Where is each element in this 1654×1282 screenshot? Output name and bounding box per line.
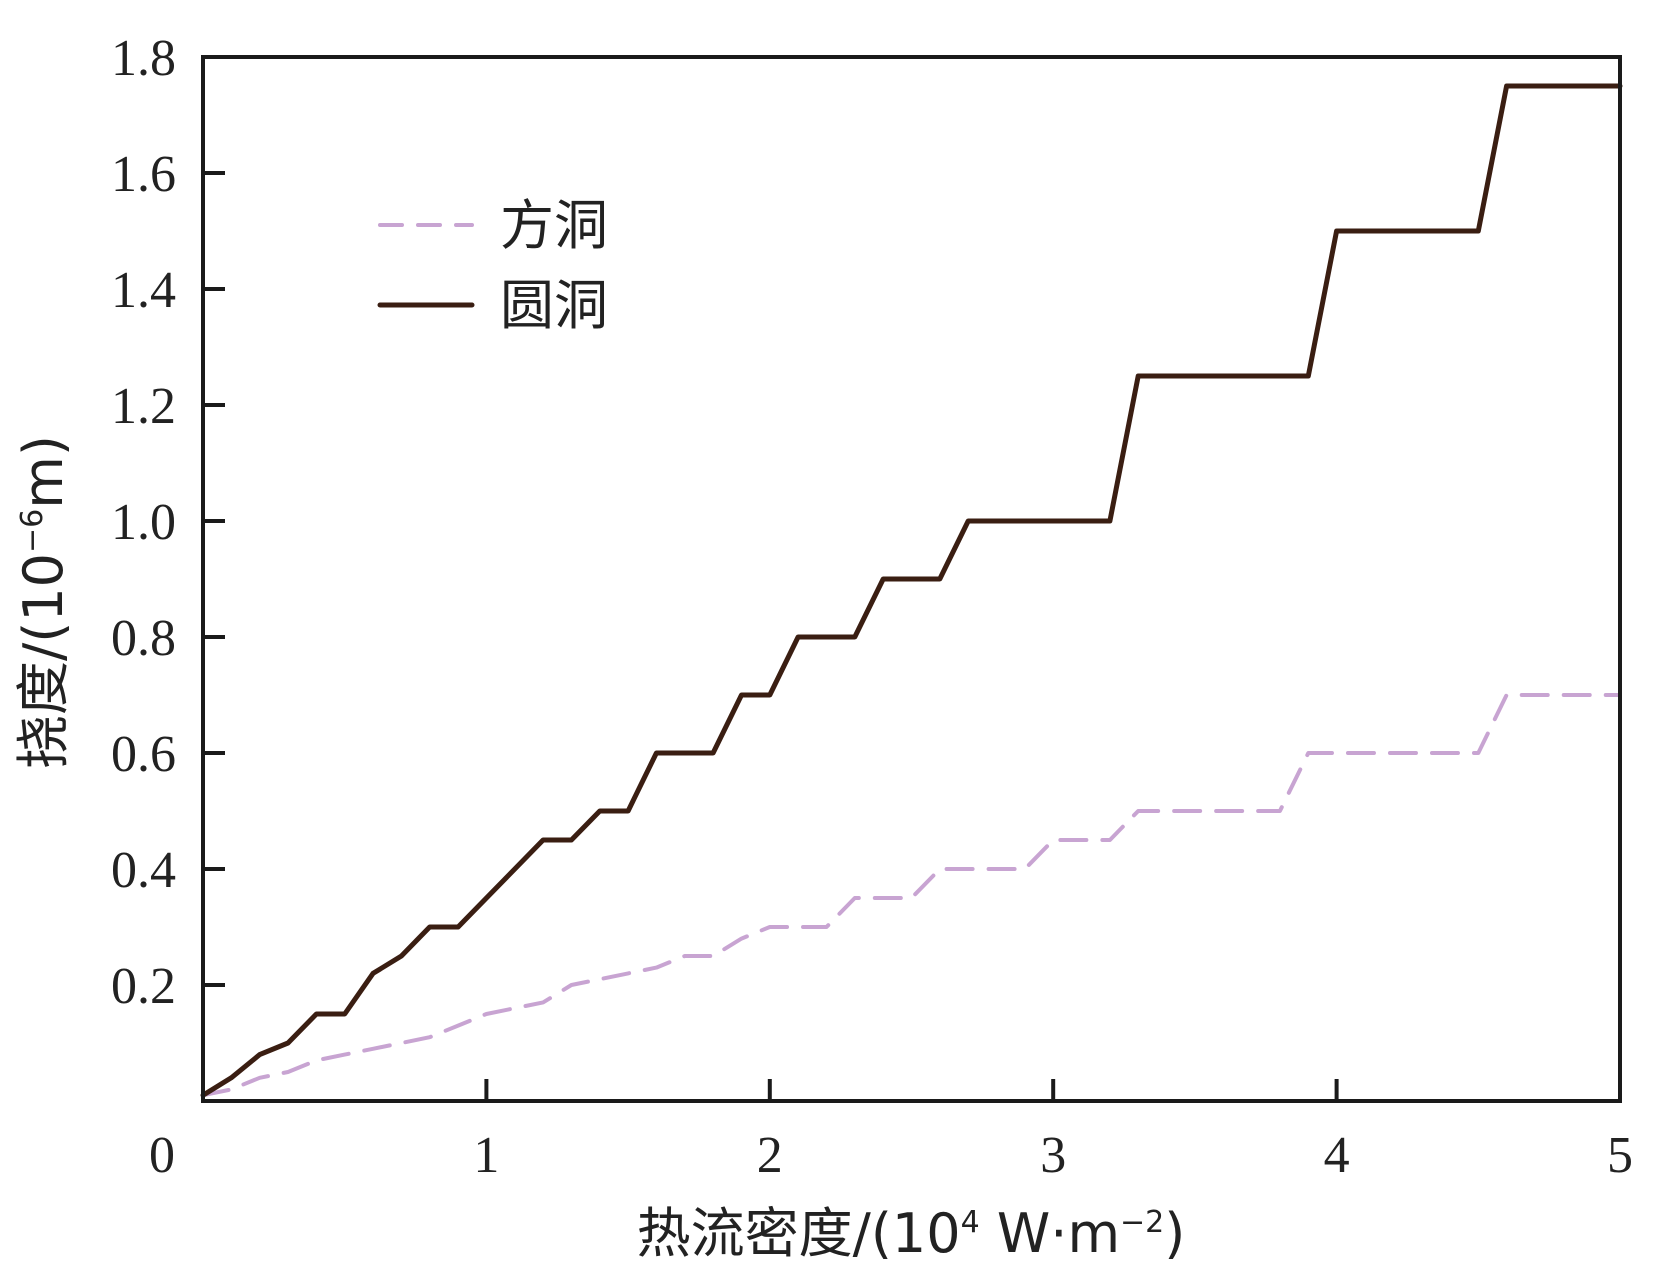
- series-layer: [200, 83, 1623, 1098]
- x-axis-title-close: ): [1164, 1202, 1185, 1265]
- y-tick-label-7: 1.6: [111, 146, 176, 203]
- x-tick-label-2: 2: [757, 1127, 783, 1184]
- series-line-1: [200, 83, 1623, 1098]
- y-tick-label-8: 1.8: [111, 30, 176, 87]
- y-tick-label-2: 0.6: [111, 726, 176, 783]
- x-tick-label-3: 3: [1040, 1127, 1066, 1184]
- series-line-0: [201, 693, 1622, 1098]
- x-tick-label-0: 0: [149, 1127, 175, 1184]
- y-tick-label-0: 0.2: [111, 958, 176, 1015]
- y-axis-title: 挠度/(10−6m): [12, 435, 75, 769]
- x-tick-label-5: 5: [1607, 1127, 1633, 1184]
- legend-label-1: 圆洞: [500, 274, 608, 337]
- x-tick-label-1: 1: [473, 1127, 499, 1184]
- y-tick-label-6: 1.4: [111, 262, 176, 319]
- plot-frame: [201, 55, 1622, 1103]
- x-tick-label-4: 4: [1324, 1127, 1350, 1184]
- y-axis-title-main: 挠度/(10: [12, 553, 75, 769]
- x-axis-title: 热流密度/(104 W·m−2): [637, 1202, 1186, 1265]
- x-axis-title-unit-exponent: −2: [1120, 1205, 1164, 1240]
- y-tick-label-5: 1.2: [111, 378, 176, 435]
- y-tick-label-3: 0.8: [111, 610, 176, 667]
- y-tick-label-1: 0.4: [111, 842, 176, 899]
- tick-layer: 0 1 2 3 4 5 0.2 0.4 0.6 0.8 1.0 1.2 1.4 1.6 1.8: [111, 30, 1633, 1184]
- y-axis-title-unit: m): [12, 435, 75, 509]
- x-axis-title-exponent: 4: [961, 1205, 980, 1240]
- y-axis-title-exponent: −6: [15, 509, 50, 553]
- x-axis-title-unit: W·m: [980, 1202, 1120, 1265]
- legend-label-0: 方洞: [500, 194, 608, 257]
- y-tick-label-4: 1.0: [111, 494, 176, 551]
- x-axis-title-main: 热流密度/(10: [637, 1202, 961, 1265]
